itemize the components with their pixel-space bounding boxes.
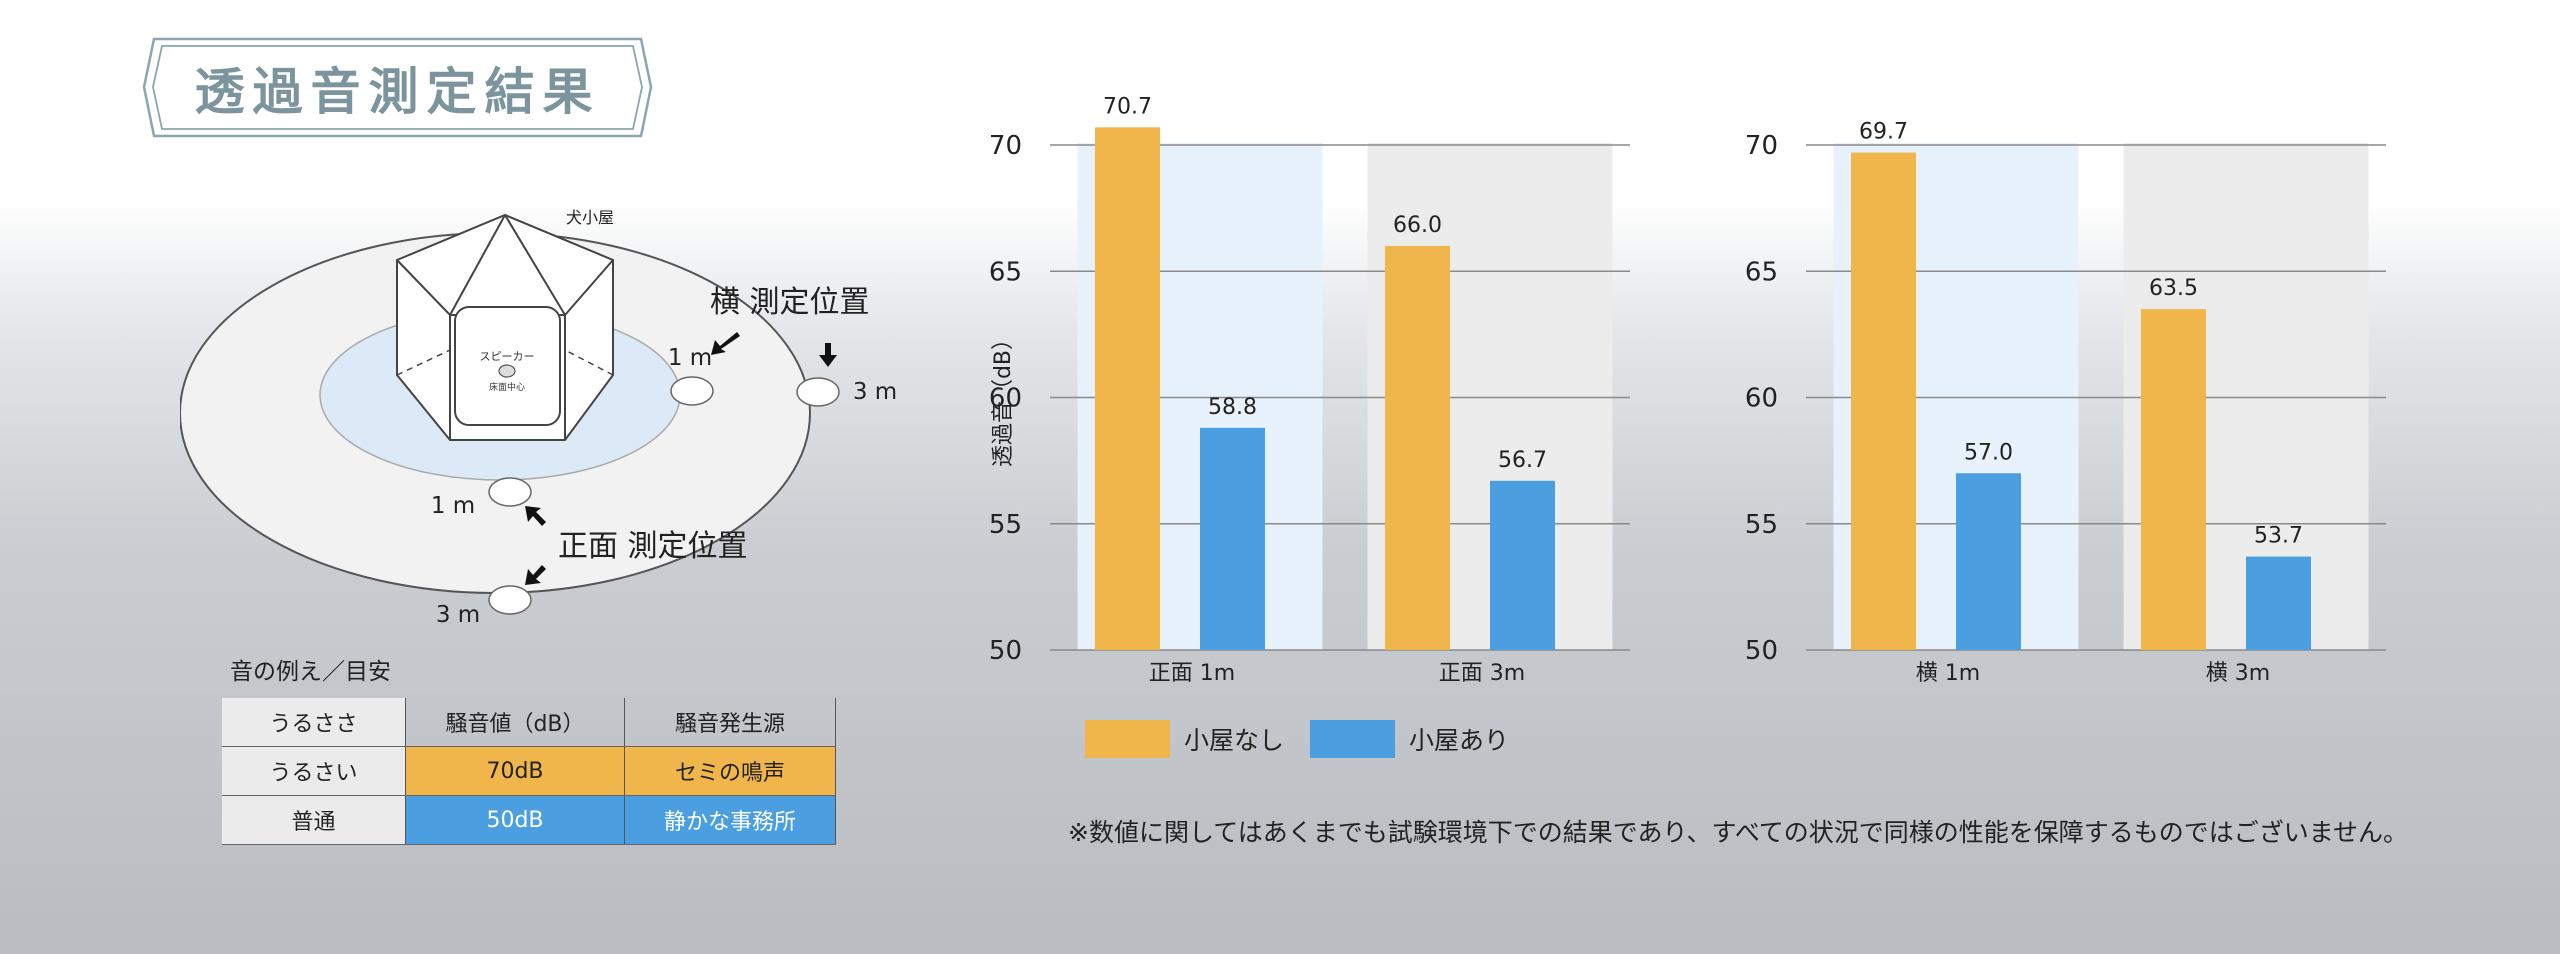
side-1m-point xyxy=(670,376,714,406)
table-cell: セミの鳴声 xyxy=(624,746,836,796)
bar-value-label: 66.0 xyxy=(1393,213,1442,238)
table-header: うるささ xyxy=(222,698,406,747)
speaker-label: スピーカー xyxy=(480,350,535,363)
bar-value-label: 63.5 xyxy=(2149,276,2198,301)
y-tick-label: 60 xyxy=(1745,384,1778,414)
speaker-center-label: 床面中心 xyxy=(489,381,525,393)
bar xyxy=(1200,427,1265,650)
front-position-label: 正面 測定位置 xyxy=(558,529,748,564)
bar xyxy=(1851,152,1916,650)
legend-label: 小屋なし xyxy=(1184,726,1285,755)
table-cell: 50dB xyxy=(405,795,625,845)
bar-value-label: 70.7 xyxy=(1103,94,1152,119)
side-1m-label: 1 m xyxy=(668,345,712,371)
bar-value-label: 57.0 xyxy=(1964,440,2013,465)
bar-value-label: 56.7 xyxy=(1498,448,1547,473)
table-row: 普通 50dB 静かな事務所 xyxy=(222,795,836,845)
bar xyxy=(1490,480,1555,650)
legend-item: 小屋なし xyxy=(1085,720,1284,758)
y-tick-label: 70 xyxy=(1745,131,1778,161)
front-3m-label: 3 m xyxy=(436,602,480,625)
y-tick-label: 70 xyxy=(989,131,1022,161)
side-3m-label: 3 m xyxy=(853,379,897,405)
x-tick-label: 正面 1m xyxy=(1149,661,1235,686)
footnote: ※数値に関してはあくまでも試験環境下での結果であり、すべての状況で同様の性能を保… xyxy=(1068,818,2408,847)
legend-item: 小屋あり xyxy=(1310,720,1509,758)
bar-value-label: 69.7 xyxy=(1859,120,1908,145)
arrow-icons xyxy=(525,332,837,585)
y-tick-label: 55 xyxy=(1745,510,1778,540)
y-tick-label: 65 xyxy=(989,257,1022,287)
title-frame xyxy=(142,37,653,138)
legend-label: 小屋あり xyxy=(1409,726,1510,755)
table-cell: 70dB xyxy=(405,746,625,796)
y-tick-label: 50 xyxy=(989,636,1022,666)
y-tick-label: 50 xyxy=(1745,636,1778,666)
side-position-label: 横 測定位置 xyxy=(710,285,870,320)
noise-table-caption: 音の例え／目安 xyxy=(230,659,391,685)
bar-value-label: 58.8 xyxy=(1208,395,1257,420)
bar xyxy=(2141,309,2206,650)
table-cell: 静かな事務所 xyxy=(624,795,836,845)
y-tick-label: 60 xyxy=(989,384,1022,414)
table-header: 騒音発生源 xyxy=(624,698,836,747)
table-cell: うるさい xyxy=(222,746,406,796)
side-3m-point xyxy=(796,377,840,407)
table-header: 騒音値（dB） xyxy=(405,698,625,747)
dog-hut-icon xyxy=(396,213,614,441)
front-1m-point xyxy=(488,477,532,507)
y-tick-label: 65 xyxy=(1745,257,1778,287)
table-cell: 普通 xyxy=(222,795,406,845)
bar xyxy=(1385,246,1450,650)
bar xyxy=(1956,473,2021,650)
chart-legend: 小屋なし 小屋あり xyxy=(1085,720,1509,758)
front-3m-point xyxy=(488,585,532,615)
x-tick-label: 横 3m xyxy=(2206,661,2270,686)
legend-swatch xyxy=(1085,720,1170,758)
page-title: 透過音測定結果 xyxy=(194,62,601,121)
y-axis-label: 透過音（dB） xyxy=(991,328,1016,467)
speaker-icon xyxy=(498,364,516,378)
y-tick-label: 55 xyxy=(989,510,1022,540)
bar xyxy=(1095,127,1160,650)
bar xyxy=(2246,556,2311,650)
measurement-diagram: スピーカー 床面中心 犬小屋 1 m 3 m 1 m 3 m 横 測定位置 正面… xyxy=(179,195,940,628)
legend-swatch xyxy=(1310,720,1396,758)
bar-charts: 50 55 60 65 70 70.7 58.8 正面 1m 66.0 56.7 正面 3m 透過音（… xyxy=(989,94,2386,686)
x-tick-label: 正面 3m xyxy=(1439,661,1525,686)
noise-reference-table: うるささ 騒音値（dB） 騒音発生源 うるさい 70dB セミの鳴声 普通 50… xyxy=(222,698,836,845)
x-tick-label: 横 1m xyxy=(1916,661,1980,686)
hut-label: 犬小屋 xyxy=(566,208,614,227)
bar-value-label: 53.7 xyxy=(2254,524,2303,549)
front-1m-label: 1 m xyxy=(431,493,475,519)
table-row: うるさい 70dB セミの鳴声 xyxy=(222,746,836,796)
title-banner: 透過音測定結果 xyxy=(140,35,655,140)
table-header-row: うるささ 騒音値（dB） 騒音発生源 xyxy=(222,698,836,747)
